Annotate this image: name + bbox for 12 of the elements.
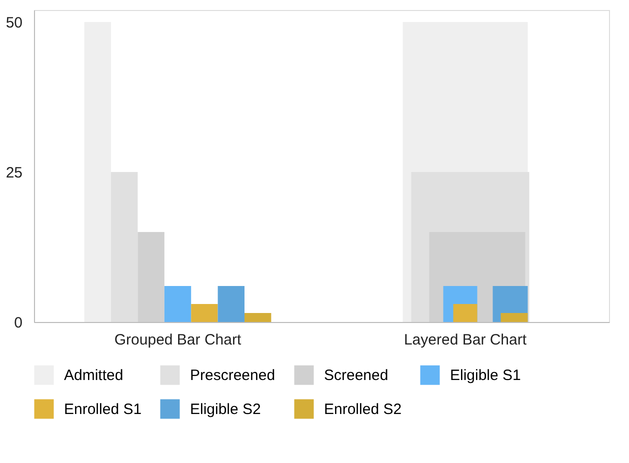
y-tick-label: 25 (6, 164, 22, 182)
x-tick-label: Layered Bar Chart (404, 332, 528, 348)
legend-label: Eligible S2 (190, 401, 261, 418)
legend-label: Enrolled S1 (64, 401, 142, 418)
legend-label: Screened (324, 367, 388, 384)
y-tick-label: 0 (14, 314, 22, 332)
x-tick-label: Grouped Bar Chart (114, 332, 242, 348)
y-tick-label: 50 (6, 14, 22, 32)
legend-label: Enrolled S2 (324, 401, 402, 418)
legend-label: Prescreened (190, 367, 276, 384)
legend-label: Eligible S1 (450, 367, 521, 384)
legend-label: Admitted (64, 367, 124, 384)
